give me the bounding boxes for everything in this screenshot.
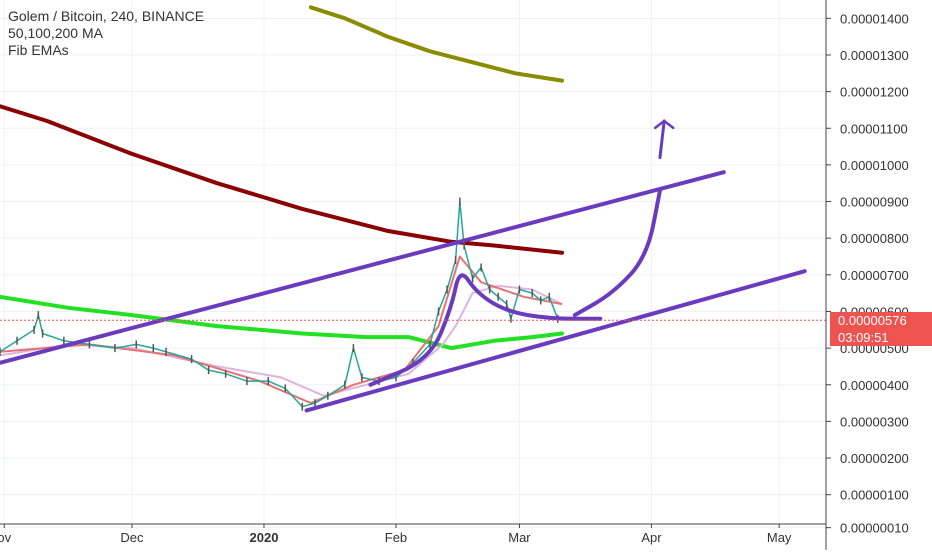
channel-upper-line[interactable] <box>0 170 726 365</box>
y-tick-label: 0.00000900 <box>840 195 909 210</box>
y-tick-label: 0.00001100 <box>840 121 908 136</box>
price-layer <box>0 197 559 411</box>
axis-layer: 0.00001400 0.00001300 0.00001200 0.00001100… <box>0 0 909 550</box>
cup-line[interactable] <box>368 273 603 387</box>
y-tick-label: 0.00001200 <box>840 85 909 100</box>
moving-average-indicator-label[interactable]: 50,100,200 MA <box>8 25 103 41</box>
x-tick-label: Apr <box>641 530 662 545</box>
last-price-tag: 0.00000576 <box>830 312 932 330</box>
symbol-title[interactable]: Golem / Bitcoin, 240, BINANCE <box>8 8 205 24</box>
x-tick-label: Dec <box>120 530 144 545</box>
y-tick-label: 0.00000400 <box>840 378 909 393</box>
fib-ema-indicator-label[interactable]: Fib EMAs <box>8 42 69 58</box>
chart-legend: Golem / Bitcoin, 240, BINANCE 50,100,200… <box>8 8 204 59</box>
x-tick-label: Feb <box>385 530 407 545</box>
x-tick-label: ov <box>0 530 12 545</box>
y-tick-label: 0.00000200 <box>840 451 909 466</box>
x-tick-label: May <box>767 530 792 545</box>
y-tick-label: 0.00001000 <box>840 158 909 173</box>
y-tick-label: 0.00000010 <box>840 521 909 536</box>
y-tick-label: 0.00001400 <box>840 11 909 26</box>
y-tick-label: 0.00000700 <box>840 268 909 283</box>
moving-average-line <box>0 294 564 351</box>
moving-average-line <box>0 104 564 255</box>
arrow-head[interactable] <box>653 119 675 130</box>
y-tick-label: 0.00000800 <box>840 231 909 246</box>
moving-average-line <box>308 5 564 83</box>
channel-lower-line[interactable] <box>304 269 807 413</box>
bar-countdown-tag: 03:09:51 <box>830 329 932 347</box>
price-line <box>0 200 559 408</box>
trendline-drawings-layer[interactable] <box>0 119 807 413</box>
arrow-shaft[interactable] <box>658 119 666 160</box>
x-tick-label: 2020 <box>250 530 279 545</box>
y-tick-label: 0.00001300 <box>840 48 909 63</box>
y-tick-label: 0.00000100 <box>840 488 909 503</box>
y-tick-label: 0.00000300 <box>840 414 909 429</box>
x-tick-label: Mar <box>508 530 531 545</box>
breakout-curve-line[interactable] <box>572 188 662 318</box>
grid-layer <box>0 0 826 529</box>
